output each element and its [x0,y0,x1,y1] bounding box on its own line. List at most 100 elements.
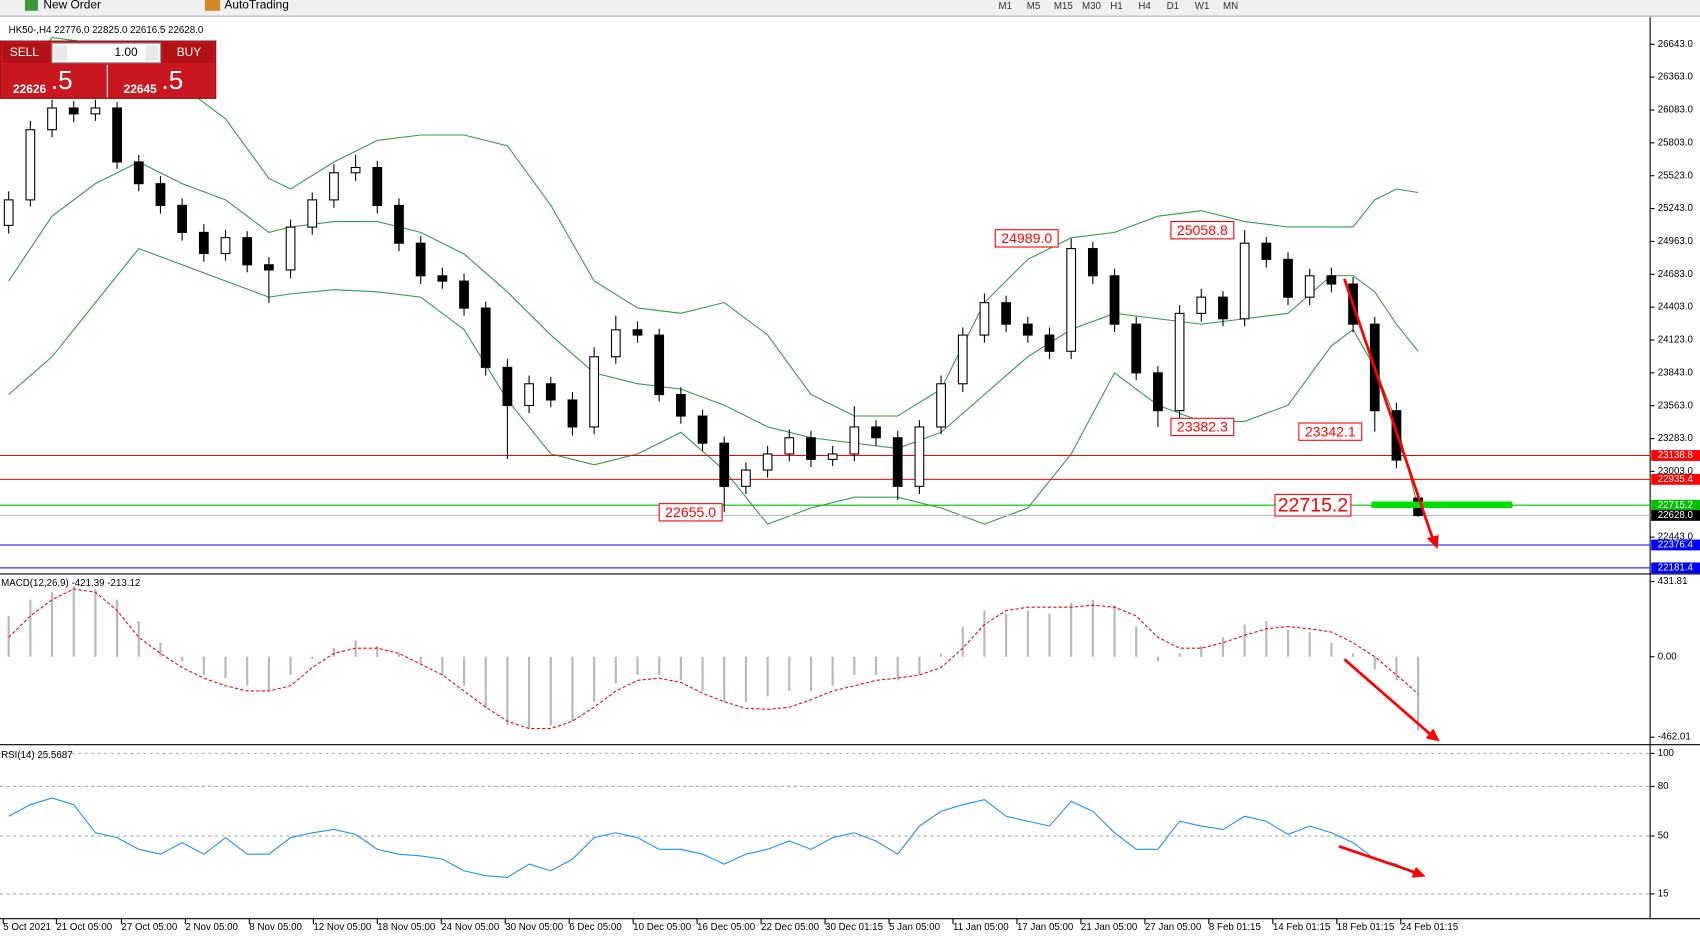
x-tick-label: 30 Nov 05:00 [505,922,564,933]
level-price-box [1651,499,1700,511]
candle-body [1304,275,1315,298]
candle-body [806,437,816,460]
candle-body [177,204,188,233]
price-annotation-box [1170,417,1235,437]
level-price-label: 22628.0 [1658,510,1694,521]
timeframe-button[interactable]: M15 [1054,1,1073,12]
y-tick-label: 24963.0 [1658,236,1694,247]
level-price-box [1651,510,1700,521]
buy-label[interactable]: BUY [177,45,202,59]
lot-input[interactable] [51,42,162,64]
candle-body [480,307,491,368]
price-annotation-box [994,229,1059,248]
candle-body [1066,248,1077,352]
sell-button[interactable] [2,43,50,63]
candle-body [979,302,990,336]
timeframe-button[interactable]: M1 [999,1,1013,12]
candle-body [68,107,79,115]
y-tick-label: 50 [1658,831,1669,842]
level-price-label: 23138.8 [1658,450,1693,461]
level-price-label: 22376.4 [1658,540,1694,551]
level-price-box [1651,473,1700,485]
timeframe-button[interactable]: W1 [1195,1,1210,12]
candle-body [502,366,513,407]
candle-body [1283,258,1293,298]
x-tick-label: 16 Dec 05:00 [697,922,756,933]
candle-body [133,161,144,185]
y-tick-label: 24683.0 [1658,269,1694,280]
candle-body [372,166,383,206]
lot-up[interactable] [145,45,159,61]
autotrading-button[interactable]: AutoTrading [224,0,288,12]
candle-body [936,383,946,428]
y-tick-label: 26083.0 [1658,105,1694,116]
candle-body [242,237,253,266]
candle-body [827,453,838,460]
timeframe-button[interactable]: H1 [1110,1,1122,12]
candle-body [220,237,231,255]
candle-body [263,264,274,271]
x-tick-label: 6 Dec 05:00 [569,922,622,933]
candle-body [762,453,773,471]
sell-price-digit[interactable]: .5 [51,65,73,95]
sell-price[interactable]: 22626 [13,82,47,96]
candle-body [329,172,339,201]
candle-body [1326,275,1337,285]
x-tick-label: 21 Jan 05:00 [1081,922,1138,933]
candle-body [285,226,296,271]
candle-body [784,437,795,455]
rsi-title: RSI(14) 25.5687 [1,750,73,761]
timeframe-button[interactable]: M5 [1027,1,1041,12]
sell-label[interactable]: SELL [10,45,40,59]
timeframe-button[interactable]: D1 [1167,1,1179,12]
level-price-label: 22715.2 [1658,500,1693,511]
candle-body [1087,248,1098,277]
new-order-button[interactable]: New Order [43,0,101,12]
candle-body [155,183,166,206]
price-annotation-box [1170,220,1235,240]
candle-body [1261,242,1272,260]
buy-price-digit[interactable]: .5 [162,65,184,95]
x-tick-label: 17 Jan 05:00 [1017,922,1074,933]
price-annotation: 23382.3 [1177,419,1228,435]
candle-body [654,334,665,396]
buy-button[interactable] [162,43,214,63]
x-tick-label: 27 Oct 05:00 [121,922,177,933]
candle-body [1196,296,1207,314]
candle-body [632,329,643,336]
autotrading-icon[interactable] [204,0,221,11]
lot-down[interactable] [54,45,68,61]
lot-value[interactable]: 1.00 [114,45,138,59]
y-tick-label: 0.00 [1658,651,1678,662]
y-tick-label: 24123.0 [1658,335,1694,346]
macd-signal [8,588,1419,730]
candle-body [25,129,36,201]
timeframe-button[interactable]: MN [1223,1,1238,12]
candle-body [675,394,686,417]
candle-body [350,166,361,174]
x-tick-label: 10 Dec 05:00 [633,922,692,933]
one-click-panel: SELL 1.00 BUY 22626 .5 22645 .5 [0,40,217,99]
timeframe-button[interactable]: H4 [1138,1,1151,12]
trend-arrow [1343,658,1433,736]
buy-price[interactable]: 22645 [124,82,158,96]
new-order-icon[interactable] [24,0,38,11]
price-annotation: 24989.0 [1001,230,1052,246]
candle-body [697,415,708,444]
candle-body [1044,334,1055,352]
candle-body [1131,323,1142,374]
candle-body [3,199,14,226]
bollinger-middle [8,161,1419,450]
x-tick-label: 24 Feb 01:15 [1401,922,1458,933]
candle-body [459,280,469,309]
candle-body [741,469,751,487]
x-tick-label: 5 Jan 05:00 [889,922,941,933]
candle-body [47,107,57,131]
candle-body [1001,302,1012,325]
chart-header: HK50-,H4 22776.0 22825.0 22616.5 22628.0 [9,25,204,36]
y-tick-label: 80 [1658,781,1669,792]
timeframe-button[interactable]: M30 [1082,1,1102,12]
y-tick-label: 100 [1658,748,1675,759]
